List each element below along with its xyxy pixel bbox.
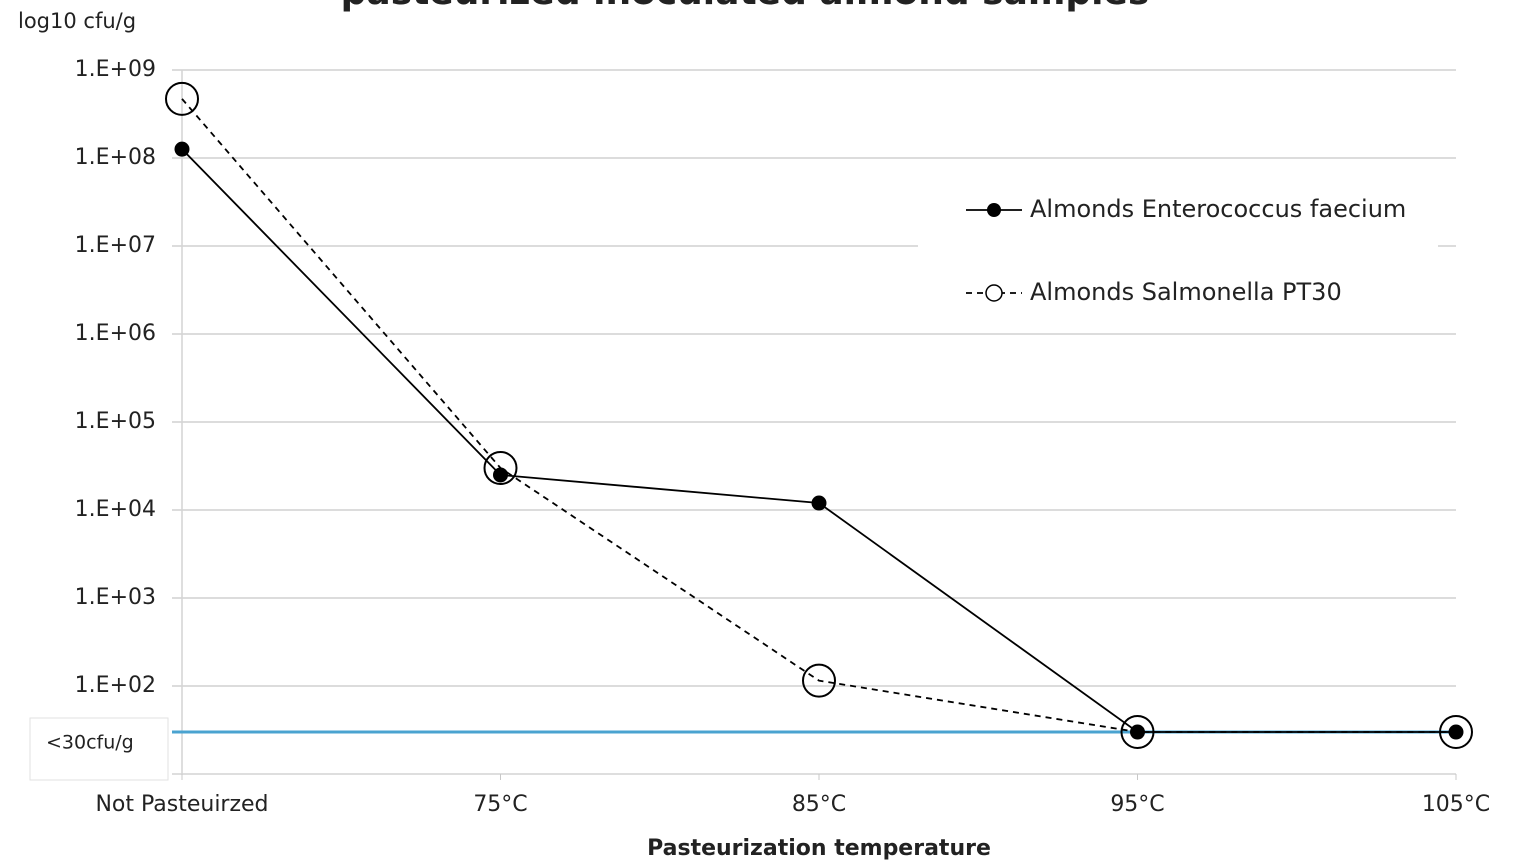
threshold-label: <30cfu/g bbox=[46, 732, 134, 754]
y-tick-label: 1.E+07 bbox=[75, 233, 156, 258]
marker bbox=[493, 467, 508, 483]
x-tick-label: 95°C bbox=[1110, 792, 1164, 817]
y-tick-label: 1.E+03 bbox=[75, 585, 156, 610]
legend-label: Almonds Salmonella PT30 bbox=[1030, 278, 1342, 306]
marker bbox=[802, 663, 836, 698]
y-tick-label: 1.E+04 bbox=[75, 497, 156, 522]
x-tick-label: 75°C bbox=[473, 792, 527, 817]
chart-title: pasteurized inoculated almond samples bbox=[341, 0, 1150, 13]
marker bbox=[165, 81, 199, 116]
legend-box bbox=[918, 180, 1438, 320]
y-tick-label: 1.E+06 bbox=[75, 321, 156, 346]
y-axis-label: log10 cfu/g bbox=[18, 9, 136, 33]
y-tick-label: 1.E+02 bbox=[75, 673, 156, 698]
marker bbox=[1130, 724, 1145, 740]
x-tick-label: Not Pasteuirzed bbox=[95, 792, 268, 817]
legend-label: Almonds Enterococcus faecium bbox=[1030, 195, 1406, 223]
marker bbox=[1448, 724, 1464, 740]
marker bbox=[483, 451, 518, 486]
x-tick-label: 85°C bbox=[792, 792, 846, 817]
legend-marker bbox=[985, 284, 1003, 302]
marker bbox=[174, 141, 190, 157]
legend-marker bbox=[987, 203, 1001, 217]
y-tick-label: 1.E+08 bbox=[75, 145, 156, 170]
threshold-box bbox=[29, 717, 169, 781]
y-tick-label: 1.E+09 bbox=[75, 57, 156, 82]
y-tick-label: 1.E+05 bbox=[75, 409, 156, 434]
marker bbox=[811, 495, 827, 511]
x-tick-label: 105°C bbox=[1422, 792, 1490, 817]
x-axis-label: Pasteurization temperature bbox=[647, 836, 991, 861]
